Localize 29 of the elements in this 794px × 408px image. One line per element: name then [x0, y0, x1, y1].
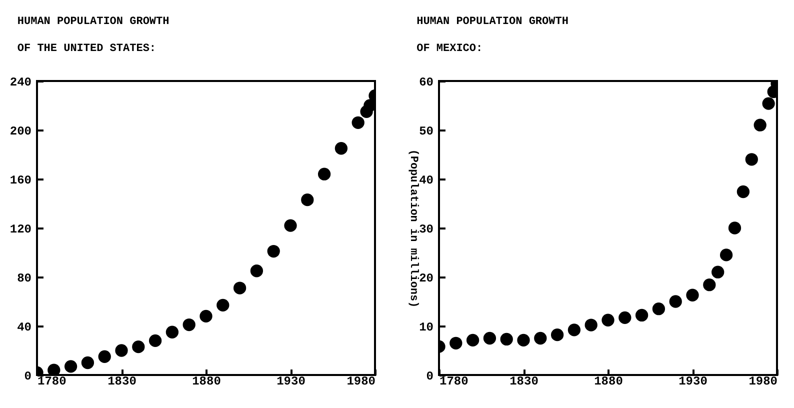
y-tick-label: 80 — [17, 272, 32, 286]
y-tick-label: 40 — [419, 174, 434, 188]
y-tick-label: 200 — [10, 124, 32, 138]
y-tick-label: 20 — [419, 272, 434, 286]
chart-title: HUMAN POPULATION GROWTH — [17, 16, 170, 28]
chart-title: HUMAN POPULATION GROWTH — [416, 16, 568, 28]
y-tick-label: 120 — [10, 222, 32, 236]
y-tick-label: 0 — [426, 370, 434, 384]
y-axis-title: (Population in millions) — [407, 149, 420, 308]
y-tick-label: 60 — [419, 76, 434, 90]
y-tick-label: 240 — [10, 76, 32, 90]
y-tick-label: 50 — [419, 124, 434, 138]
chart-subtitle: OF MEXICO: — [416, 43, 483, 55]
y-tick-label: 10 — [419, 320, 434, 334]
x-tick-label: 1830 — [108, 374, 136, 388]
x-tick-label: 1930 — [678, 374, 708, 388]
x-tick-label: 1980 — [748, 374, 778, 388]
x-tick-label: 1880 — [594, 374, 623, 388]
x-tick-label: 1780 — [38, 374, 66, 388]
y-tick-label: 160 — [10, 174, 32, 188]
y-tick-label: 0 — [24, 370, 32, 384]
y-tick-label: 40 — [17, 320, 32, 334]
chart-subtitle: OF THE UNITED STATES: — [17, 43, 156, 55]
y-tick-label: 30 — [419, 222, 434, 236]
x-tick-label: 1930 — [276, 374, 306, 388]
x-tick-label: 1880 — [192, 374, 221, 388]
x-tick-label: 1780 — [440, 374, 468, 388]
x-tick-label: 1980 — [346, 374, 376, 388]
x-tick-label: 1830 — [510, 374, 538, 388]
